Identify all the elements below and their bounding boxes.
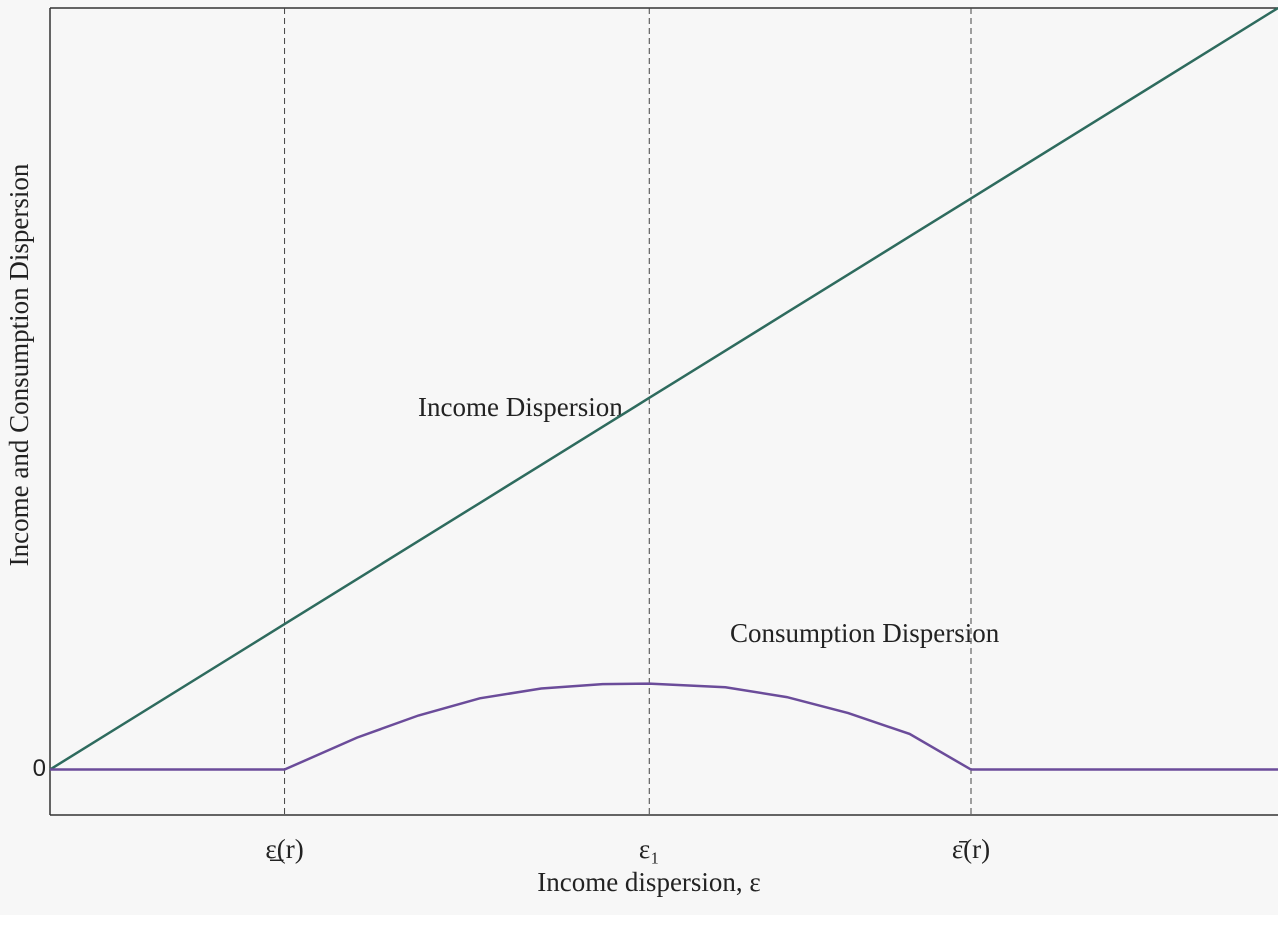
annotation: Consumption Dispersion xyxy=(730,618,1000,648)
series-line xyxy=(50,682,1278,771)
x-axis-label: Income dispersion, ε xyxy=(537,867,761,897)
annotation: Income Dispersion xyxy=(418,392,623,422)
y-tick-label: 0 xyxy=(33,755,46,782)
x-tick-label: ε̲(r) xyxy=(265,834,303,864)
x-tick-label: ε̄(r) xyxy=(952,834,990,864)
y-axis-label: Income and Consumption Dispersion xyxy=(4,163,34,566)
series-line xyxy=(49,6,1278,771)
x-tick-label: ε₁ xyxy=(639,834,660,864)
